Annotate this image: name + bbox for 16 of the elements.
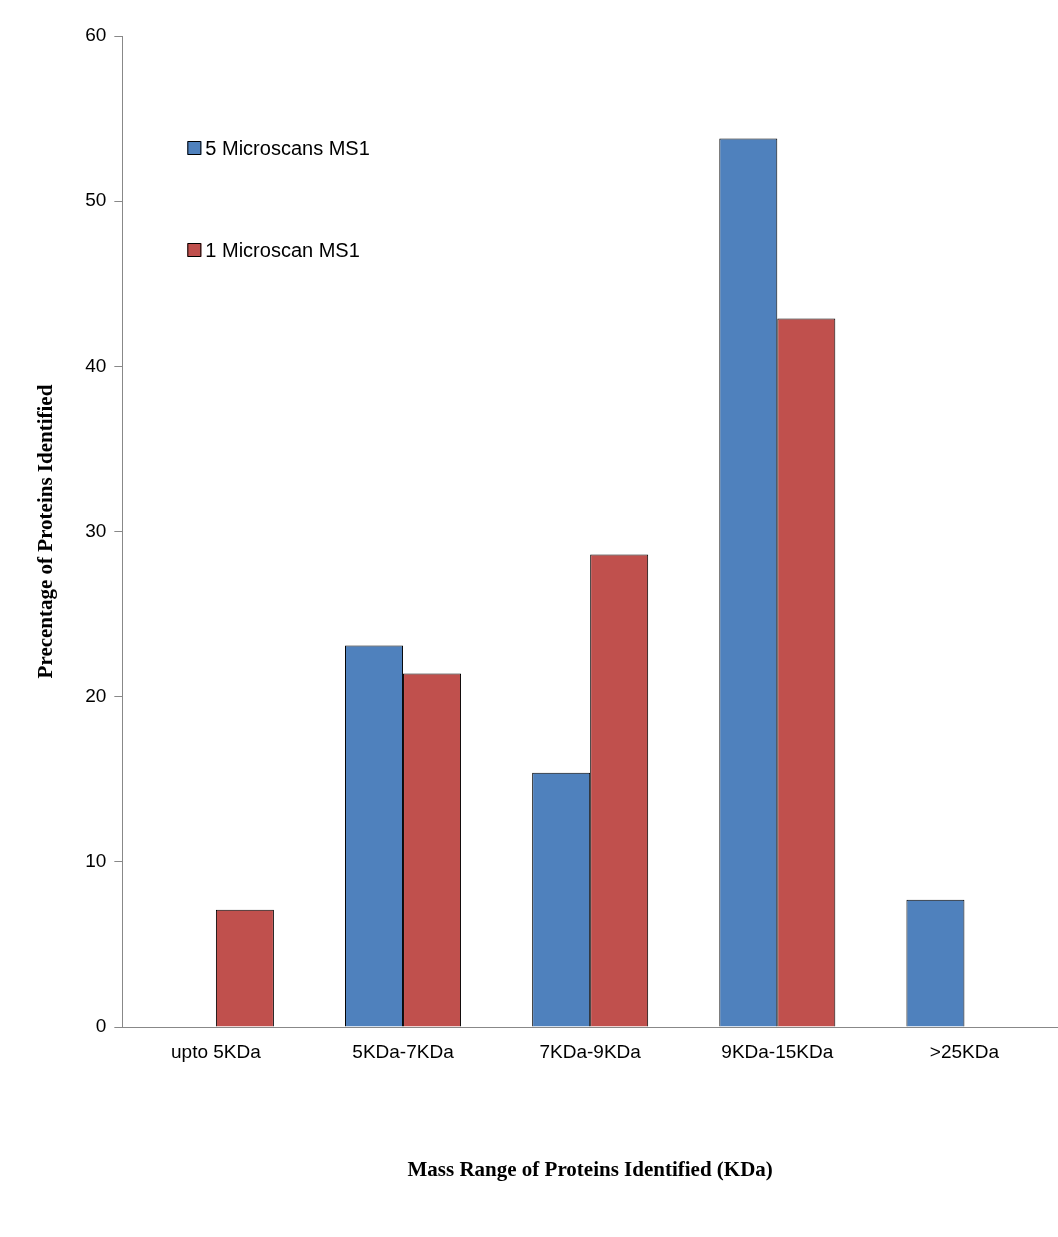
- y-tick-label: 0: [95, 1015, 107, 1037]
- x-axis-title: Mass Range of Proteins Identified (KDa): [407, 1156, 773, 1181]
- x-tick-label: >25KDa: [929, 1040, 1000, 1062]
- y-tick-label: 40: [85, 354, 107, 376]
- x-tick-label: 5KDa-7KDa: [352, 1040, 455, 1062]
- x-tick-label: 9KDa-15KDa: [721, 1040, 834, 1062]
- y-tick-label: 30: [85, 519, 107, 541]
- x-tick-label: upto 5KDa: [171, 1040, 262, 1062]
- y-tick-label: 50: [85, 189, 107, 211]
- legend-label: 5 Microscans MS1: [205, 136, 370, 159]
- y-tick-label: 20: [85, 684, 107, 706]
- y-axis-title: Precentage of Proteins Identified: [33, 384, 58, 679]
- y-tick-label: 10: [85, 850, 107, 872]
- y-tick-label: 60: [85, 24, 107, 46]
- legend-label: 1 Microscan MS1: [205, 238, 360, 261]
- x-tick-label: 7KDa-9KDa: [539, 1040, 642, 1062]
